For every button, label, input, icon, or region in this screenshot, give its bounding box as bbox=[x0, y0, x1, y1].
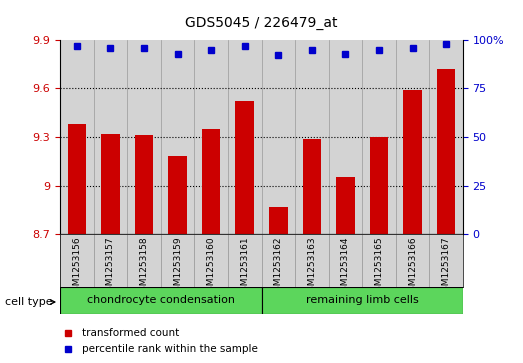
Bar bbox=[295, 234, 328, 287]
Bar bbox=[396, 234, 429, 287]
Bar bbox=[336, 178, 355, 234]
Bar bbox=[161, 234, 195, 287]
Bar bbox=[362, 40, 396, 234]
Bar bbox=[127, 40, 161, 234]
Bar bbox=[228, 234, 262, 287]
Text: GSM1253164: GSM1253164 bbox=[341, 237, 350, 297]
Bar bbox=[67, 124, 86, 234]
Text: GSM1253166: GSM1253166 bbox=[408, 237, 417, 297]
Text: chondrocyte condensation: chondrocyte condensation bbox=[87, 295, 235, 305]
Text: GSM1253167: GSM1253167 bbox=[441, 237, 451, 297]
Bar bbox=[195, 234, 228, 287]
Bar bbox=[429, 234, 463, 287]
Bar bbox=[262, 40, 295, 234]
Bar bbox=[168, 156, 187, 234]
Bar bbox=[228, 40, 262, 234]
Bar bbox=[403, 90, 422, 234]
Bar bbox=[262, 287, 463, 314]
Text: GSM1253157: GSM1253157 bbox=[106, 237, 115, 297]
Text: cell type: cell type bbox=[5, 297, 53, 307]
Bar bbox=[94, 40, 127, 234]
Bar bbox=[202, 129, 220, 234]
Bar bbox=[127, 234, 161, 287]
Bar bbox=[328, 40, 362, 234]
Text: GSM1253163: GSM1253163 bbox=[308, 237, 316, 297]
Bar bbox=[328, 234, 362, 287]
Bar bbox=[437, 69, 456, 234]
Text: GDS5045 / 226479_at: GDS5045 / 226479_at bbox=[185, 16, 338, 30]
Bar bbox=[295, 40, 328, 234]
Text: GSM1253156: GSM1253156 bbox=[72, 237, 82, 297]
Bar bbox=[269, 207, 288, 234]
Bar bbox=[161, 40, 195, 234]
Bar bbox=[370, 137, 388, 234]
Text: GSM1253165: GSM1253165 bbox=[374, 237, 383, 297]
Text: GSM1253158: GSM1253158 bbox=[140, 237, 149, 297]
Text: percentile rank within the sample: percentile rank within the sample bbox=[82, 344, 258, 354]
Bar bbox=[303, 139, 321, 234]
Text: GSM1253161: GSM1253161 bbox=[240, 237, 249, 297]
Bar bbox=[60, 40, 94, 234]
Bar bbox=[235, 101, 254, 234]
Text: GSM1253159: GSM1253159 bbox=[173, 237, 182, 297]
Bar bbox=[101, 134, 120, 234]
Bar bbox=[429, 40, 463, 234]
Text: transformed count: transformed count bbox=[82, 328, 179, 338]
Text: GSM1253162: GSM1253162 bbox=[274, 237, 283, 297]
Bar bbox=[60, 287, 262, 314]
Text: remaining limb cells: remaining limb cells bbox=[306, 295, 418, 305]
Bar bbox=[135, 135, 153, 234]
Bar bbox=[362, 234, 396, 287]
Bar bbox=[262, 234, 295, 287]
Bar bbox=[396, 40, 429, 234]
Text: GSM1253160: GSM1253160 bbox=[207, 237, 215, 297]
Bar bbox=[195, 40, 228, 234]
Bar bbox=[94, 234, 127, 287]
Bar bbox=[60, 234, 94, 287]
